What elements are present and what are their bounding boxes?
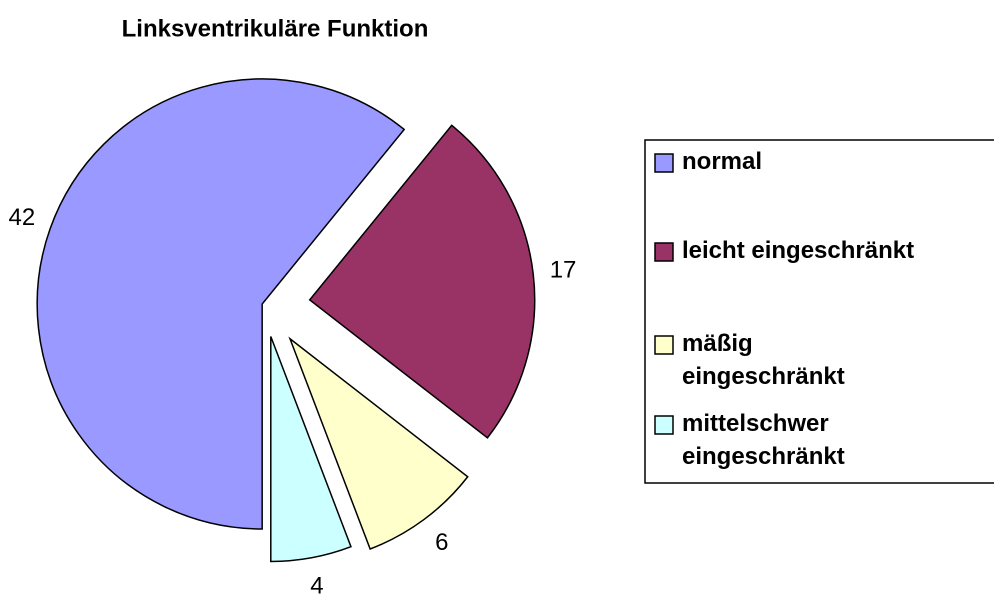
legend-label: leicht eingeschränkt [682, 237, 914, 264]
pie-slice [36, 78, 406, 530]
legend-swatch [654, 153, 674, 173]
chart-title: Linksventrikuläre Funktion [122, 15, 429, 42]
data-label: 6 [435, 529, 448, 556]
legend-swatch [654, 415, 674, 435]
pie-slice [288, 336, 469, 550]
data-label: 17 [550, 256, 577, 283]
legend-label: mäßig eingeschränkt [682, 330, 845, 390]
legend-label: normal [682, 148, 762, 175]
legend-swatch [654, 242, 674, 262]
pie-slice [270, 336, 352, 563]
legend-box [644, 139, 994, 484]
pie-slice [308, 124, 536, 439]
legend-swatch [654, 335, 674, 355]
data-label: 4 [310, 573, 323, 597]
data-label: 42 [9, 204, 36, 231]
legend-label: mittelschwer eingeschränkt [682, 410, 845, 470]
